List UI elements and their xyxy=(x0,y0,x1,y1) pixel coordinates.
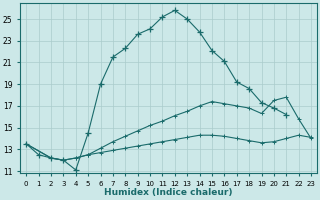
X-axis label: Humidex (Indice chaleur): Humidex (Indice chaleur) xyxy=(104,188,233,197)
